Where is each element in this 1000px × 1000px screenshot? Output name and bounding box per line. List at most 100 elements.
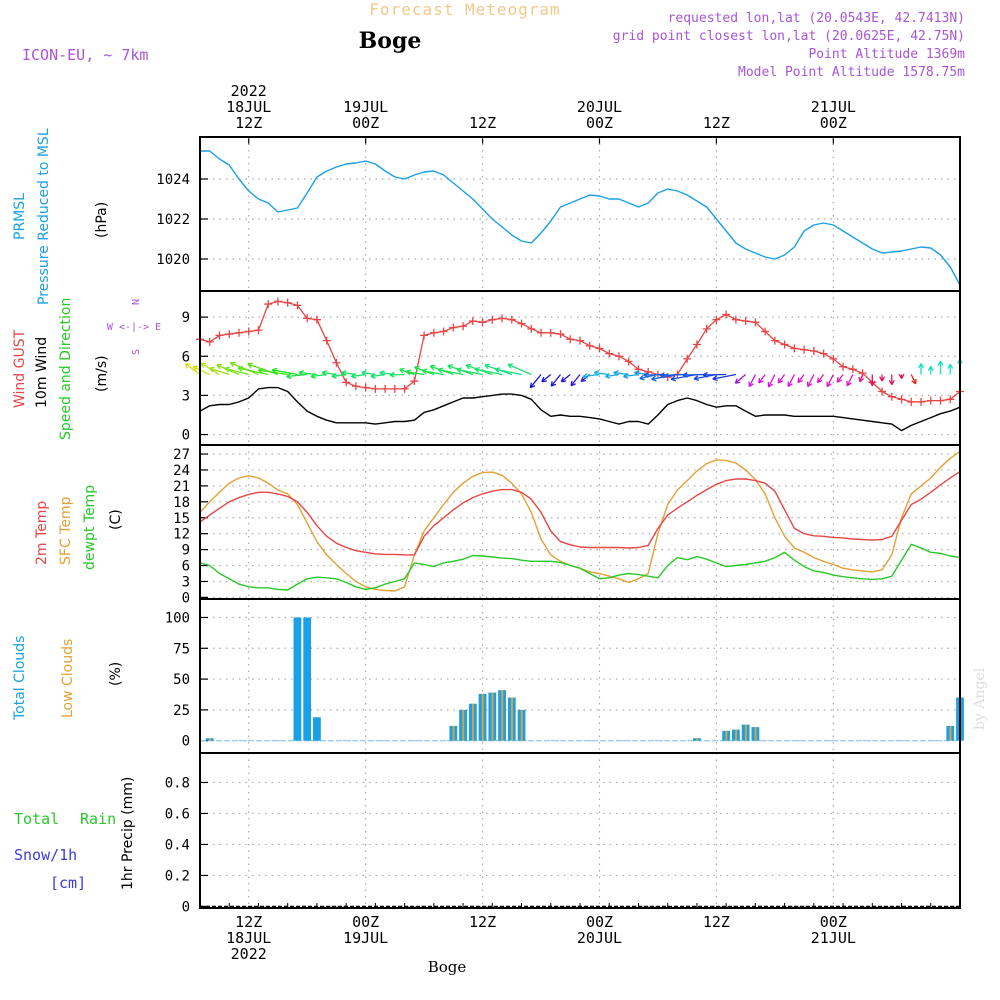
gust-marker bbox=[702, 324, 711, 333]
low-cloud-bar bbox=[481, 693, 484, 741]
bottom-time-label: 18JUL bbox=[226, 929, 271, 947]
wind-arrow-head bbox=[192, 365, 199, 372]
gust-marker bbox=[800, 345, 809, 354]
total-cloud-bar bbox=[293, 617, 302, 741]
gust-marker bbox=[439, 327, 448, 336]
gust-marker bbox=[468, 317, 477, 326]
gust-marker bbox=[390, 384, 399, 393]
pressure-yticks: 1020 1022 1024 bbox=[156, 172, 208, 268]
temp-2m-line bbox=[199, 471, 961, 556]
bottom-time-label: 20JUL bbox=[577, 929, 622, 947]
low-cloud-bar bbox=[725, 730, 728, 741]
ytick-label: 0.6 bbox=[165, 806, 190, 822]
wind-arrow-head bbox=[659, 372, 665, 379]
model-label: ICON-EU, ~ 7km bbox=[22, 46, 148, 64]
gust-marker bbox=[683, 354, 692, 363]
bottom-time-label: 00Z bbox=[820, 913, 847, 931]
gust-marker bbox=[488, 315, 497, 324]
wind-arrow-head bbox=[836, 377, 843, 383]
wind-arrow bbox=[224, 367, 249, 376]
low-cloud-bar bbox=[696, 738, 699, 741]
low-cloud-bar bbox=[462, 709, 465, 741]
wind-arrow bbox=[846, 374, 854, 387]
gust-marker bbox=[946, 395, 955, 404]
wind-arrow-head bbox=[529, 382, 536, 389]
wind-arrow bbox=[192, 366, 211, 376]
wind-arrow-head bbox=[247, 362, 253, 369]
wind-labels: Wind GUST 10m Wind Speed and Direction (… bbox=[12, 298, 161, 440]
wind-arrow-head bbox=[643, 371, 649, 378]
precip-unit: 1hr Precip (mm) bbox=[120, 777, 136, 890]
wind-arrow bbox=[787, 374, 795, 387]
wind-arrow-head bbox=[947, 363, 954, 369]
gust-marker bbox=[887, 392, 896, 401]
wind-arrow-head bbox=[702, 371, 708, 378]
wind-arrow bbox=[310, 373, 327, 378]
gust-marker bbox=[614, 352, 623, 361]
gust-marker bbox=[303, 314, 312, 323]
low-cloud-bar bbox=[735, 729, 738, 741]
ytick-label: 18 bbox=[173, 495, 190, 511]
ytick-label: 15 bbox=[173, 511, 190, 527]
wind-arrow bbox=[682, 373, 707, 376]
gust-marker bbox=[761, 327, 770, 336]
gust-marker bbox=[624, 357, 633, 366]
gust-marker bbox=[322, 336, 331, 345]
total-label: Total bbox=[14, 810, 59, 828]
ytick-label: 6 bbox=[182, 559, 190, 575]
gust-marker bbox=[332, 358, 341, 367]
pressure-labels: PRMSL Pressure Reduced to MSL (hPa) bbox=[12, 128, 110, 305]
wind-arrow-head bbox=[271, 367, 278, 374]
low-cloud-bar bbox=[949, 725, 952, 741]
gust-marker bbox=[848, 365, 857, 374]
wind-arrow-head bbox=[229, 361, 236, 368]
ytick-label: 9 bbox=[182, 543, 190, 559]
wind-arrow-head bbox=[570, 380, 576, 387]
temp-dewpt-label: dewpt Temp bbox=[82, 485, 98, 570]
gust-marker bbox=[507, 315, 516, 324]
gust-marker bbox=[517, 319, 526, 328]
ytick-label: 24 bbox=[173, 463, 190, 479]
wind-arrow-head bbox=[184, 363, 191, 369]
gust-marker bbox=[722, 310, 731, 319]
wind-arrow-head bbox=[593, 370, 600, 377]
wind-arrow bbox=[623, 373, 639, 378]
bottom-time-label: 19JUL bbox=[343, 929, 388, 947]
wind-arrow-head bbox=[777, 377, 784, 384]
wind-arrow bbox=[797, 374, 805, 383]
wind-arrow-head bbox=[623, 373, 629, 379]
wind-arrow-head bbox=[447, 364, 453, 370]
wind-arrow-head bbox=[414, 365, 420, 372]
wind-arrow-head bbox=[651, 375, 657, 382]
gust-marker bbox=[839, 362, 848, 371]
ytick-label: 1024 bbox=[156, 172, 190, 188]
gust-marker bbox=[907, 397, 916, 406]
top-time-label: 12Z bbox=[235, 114, 262, 132]
wind-10m-label: 10m Wind bbox=[34, 337, 50, 408]
product-title: Forecast Meteogram bbox=[369, 0, 560, 19]
gust-marker bbox=[381, 384, 390, 393]
wind-arrow bbox=[748, 374, 756, 387]
wind-arrow-head bbox=[350, 373, 357, 379]
pressure-grid bbox=[200, 137, 960, 291]
wind-arrow-head bbox=[429, 364, 436, 371]
temp-labels: 2m Temp SFC Temp dewpt Temp (C) bbox=[34, 485, 124, 570]
bottom-time-label: 00Z bbox=[352, 913, 379, 931]
top-time-label: 19JUL bbox=[343, 98, 388, 116]
wind-arrow-head bbox=[310, 373, 316, 379]
wind-arrow-head bbox=[550, 381, 557, 387]
wind-arrow-head bbox=[298, 370, 304, 376]
gust-marker bbox=[351, 382, 360, 391]
temp-sfc-label: SFC Temp bbox=[58, 496, 74, 565]
gust-marker bbox=[244, 327, 253, 336]
panels: 1020102210240369036912151821242702550751… bbox=[156, 136, 964, 915]
gust-marker bbox=[546, 328, 555, 337]
low-cloud-bar bbox=[472, 703, 474, 741]
wind-arrow-head bbox=[507, 363, 514, 369]
top-time-label: 18JUL bbox=[226, 98, 271, 116]
wind-arrow-head bbox=[869, 380, 876, 386]
wind-arrow-head bbox=[826, 381, 832, 388]
ytick-label: 12 bbox=[173, 527, 190, 543]
wind-arrow-head bbox=[797, 377, 803, 384]
